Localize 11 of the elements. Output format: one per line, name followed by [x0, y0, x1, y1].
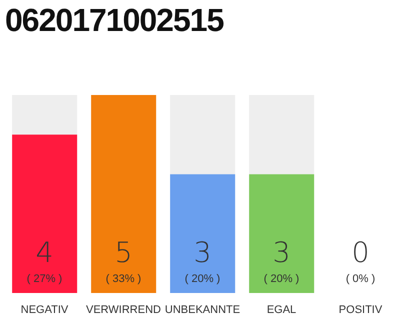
x-tick-label: VERWIRREND [86, 304, 162, 316]
chart-title: 0620171002515 [5, 2, 224, 39]
data-label: 3 ( 20% ) [264, 236, 300, 285]
data-label: 3 ( 20% ) [184, 236, 220, 285]
x-tick-label: NEGATIV [20, 304, 69, 316]
data-label: 0 ( 0% ) [346, 236, 376, 285]
x-tick-label: POSITIV [338, 304, 383, 316]
data-label: 4 ( 27% ) [26, 236, 62, 285]
x-tick-label: UNBEKANNTE [164, 304, 240, 316]
x-tick-label: EGAL [266, 304, 296, 316]
data-label: 5 ( 33% ) [106, 236, 142, 285]
